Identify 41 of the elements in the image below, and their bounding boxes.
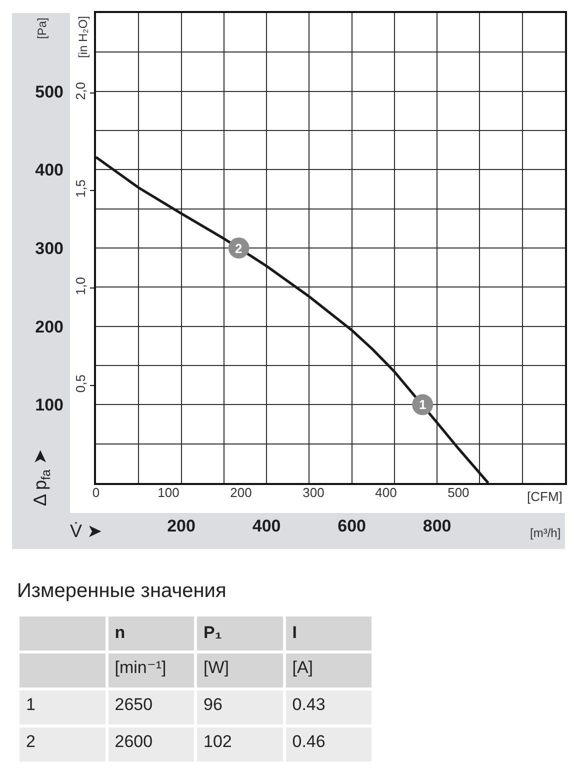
text: 2650	[114, 694, 153, 714]
text: [W]	[204, 658, 229, 677]
y-tick-label: 300	[35, 238, 64, 258]
text: 0.46	[292, 732, 326, 751]
text: [min⁻¹]	[114, 658, 166, 677]
text: [Pa]	[35, 18, 49, 39]
y2-tick-label: 2,0	[72, 82, 88, 100]
y-tick-label: 100	[35, 396, 64, 415]
y2-tick-label: 1,0	[72, 276, 88, 296]
text: 0.43	[292, 694, 326, 714]
x-tick-label: 800	[422, 516, 452, 536]
annotation: 2	[235, 241, 242, 256]
text: 2600	[114, 732, 153, 751]
x2-tick-label: 0	[92, 485, 100, 500]
y-tick-label: 200	[35, 317, 64, 336]
x2-tick-label: 500	[448, 485, 470, 500]
category-label: I	[292, 623, 297, 642]
x2-axis-title: [CFM]	[527, 489, 562, 504]
text: 96	[204, 694, 222, 714]
x-tick-label: 600	[338, 516, 366, 536]
y2-axis-title: [in H₂O]	[76, 16, 90, 58]
y-tick-label: 500	[35, 82, 64, 102]
y-tick-label: 400	[35, 160, 64, 180]
x2-tick-label: 100	[158, 485, 180, 500]
text: Измеренные значения	[17, 580, 226, 602]
text: 1	[26, 694, 36, 714]
category-label: P₁	[204, 623, 222, 642]
x-axis-title: V̇ ➤	[70, 521, 102, 541]
category-label: n	[114, 623, 126, 642]
text: 102	[204, 732, 232, 751]
x-tick-label: 200	[167, 516, 196, 536]
text: 2	[26, 732, 36, 751]
text: [m³/h]	[530, 526, 561, 540]
text: [A]	[292, 658, 314, 677]
annotation: 1	[419, 397, 426, 412]
x2-tick-label: 200	[230, 485, 252, 500]
y2-tick-label: 1,5	[72, 179, 88, 198]
x-tick-label: 400	[252, 516, 281, 536]
x2-tick-label: 400	[375, 485, 397, 500]
y2-tick-label: 0,5	[72, 374, 88, 393]
x2-tick-label: 300	[302, 485, 324, 500]
